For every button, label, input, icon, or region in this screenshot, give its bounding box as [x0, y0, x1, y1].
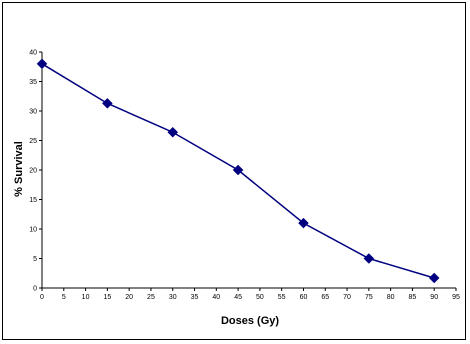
x-tick-label: 65 [321, 294, 329, 301]
y-tick-label: 10 [29, 227, 37, 234]
data-point-marker [363, 253, 375, 264]
x-tick-label: 95 [452, 294, 460, 301]
y-axis-ticks: 0 5 10 15 20 25 30 35 40 [29, 50, 42, 293]
x-tick-label: 60 [300, 294, 308, 301]
x-tick-label: 20 [125, 294, 133, 301]
x-tick-label: 30 [169, 294, 177, 301]
x-tick-label: 80 [387, 294, 395, 301]
x-tick-label: 45 [234, 294, 242, 301]
x-tick-label: 10 [82, 294, 90, 301]
data-point-marker [232, 164, 244, 176]
x-tick-label: 90 [430, 294, 438, 301]
y-tick-label: 30 [29, 109, 37, 116]
x-tick-label: 50 [256, 294, 264, 301]
y-tick-label: 40 [29, 50, 37, 57]
y-tick-label: 5 [33, 256, 37, 263]
data-point-marker [102, 97, 113, 109]
x-tick-label: 75 [365, 294, 373, 301]
x-tick-label: 85 [409, 294, 417, 301]
x-axis-ticks: 0 5 10 15 20 25 30 35 40 45 50 55 60 65 70 75 80 85 90 95 [40, 288, 460, 301]
x-tick-label: 70 [343, 294, 351, 301]
x-tick-label: 5 [62, 294, 66, 301]
y-tick-label: 0 [33, 286, 37, 293]
y-tick-label: 20 [29, 168, 37, 175]
data-point-marker [298, 217, 309, 229]
y-axis-title: % Survival [13, 141, 25, 197]
data-point-marker [36, 58, 48, 70]
y-tick-label: 25 [29, 138, 37, 145]
x-tick-label: 25 [147, 294, 155, 301]
y-tick-label: 35 [29, 79, 37, 86]
x-tick-label: 55 [278, 294, 286, 301]
data-point-marker [428, 272, 440, 284]
x-tick-label: 0 [40, 294, 44, 301]
axes [41, 52, 456, 289]
x-axis-title: Doses (Gy) [221, 315, 279, 327]
x-tick-label: 15 [103, 294, 111, 301]
data-point-marker [167, 126, 179, 138]
x-tick-label: 40 [212, 294, 220, 301]
x-tick-label: 35 [191, 294, 199, 301]
series [36, 58, 440, 284]
y-tick-label: 15 [29, 197, 37, 204]
